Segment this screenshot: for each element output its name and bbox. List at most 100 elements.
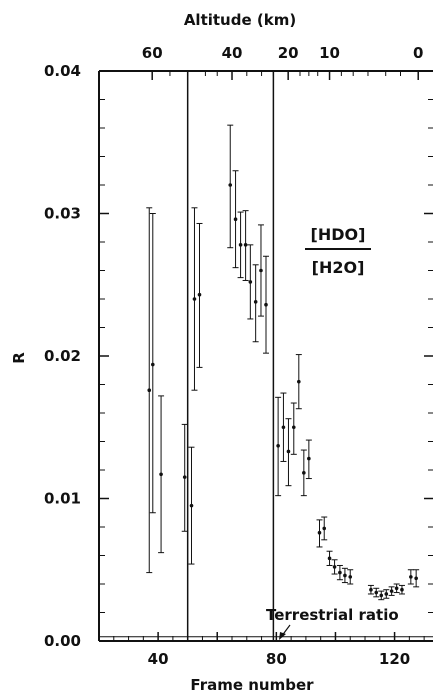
y-tick-label: 0.02 — [44, 347, 81, 365]
data-point — [247, 244, 254, 320]
y-axis-title: R — [10, 352, 28, 364]
data-marker — [348, 575, 353, 579]
data-marker — [414, 576, 418, 581]
top-axis-title: Altitude (km) — [184, 11, 296, 29]
data-marker — [189, 503, 194, 508]
top-tick-label: 10 — [319, 44, 340, 62]
data-point — [316, 519, 323, 548]
axis-ticks — [99, 70, 433, 642]
data-marker — [264, 302, 268, 307]
data-marker — [369, 587, 373, 592]
data-point — [290, 402, 297, 455]
data-point — [393, 583, 400, 594]
top-tick-label: 40 — [222, 44, 243, 62]
data-marker — [400, 587, 404, 592]
data-marker — [147, 388, 152, 393]
data-marker — [182, 475, 187, 479]
data-point — [407, 569, 414, 585]
data-point — [336, 564, 343, 581]
data-point — [331, 559, 338, 575]
data-point — [158, 395, 165, 554]
data-point — [373, 587, 380, 598]
data-marker — [307, 456, 311, 461]
data-point — [280, 392, 287, 462]
data-point — [347, 569, 354, 585]
data-marker — [159, 472, 163, 477]
data-marker — [238, 243, 243, 247]
data-marker — [374, 590, 379, 595]
data-marker — [389, 589, 394, 593]
data-marker — [253, 300, 258, 304]
data-marker — [150, 362, 155, 367]
data-marker — [291, 425, 296, 430]
data-marker — [343, 573, 347, 578]
data-point — [252, 264, 259, 343]
data-point — [285, 418, 292, 487]
data-marker — [394, 586, 399, 591]
terrestrial-ratio-label: Terrestrial ratio — [266, 606, 399, 624]
data-point — [300, 449, 307, 497]
data-point — [398, 584, 405, 595]
data-point — [367, 584, 374, 595]
data-point — [383, 589, 390, 599]
data-marker — [302, 471, 306, 475]
data-marker — [384, 592, 389, 596]
data-point — [388, 586, 395, 596]
data-marker — [276, 443, 280, 448]
axis-labels: 0.00 0.01 0.02 0.03 0.04 40 80 120 60 40 20 10 0 — [44, 44, 423, 668]
data-point — [257, 224, 264, 317]
data-point — [188, 446, 195, 565]
data-marker — [332, 565, 337, 569]
data-marker — [259, 268, 263, 273]
data-point — [232, 170, 239, 269]
x-axis-title: Frame number — [190, 676, 314, 694]
data-point — [227, 124, 234, 249]
x-tick-label: 120 — [379, 650, 410, 668]
data-marker — [248, 280, 253, 284]
data-point — [149, 213, 156, 514]
top-tick-label: 0 — [413, 44, 423, 62]
data-point — [196, 222, 203, 368]
y-tick-label: 0.03 — [44, 205, 81, 223]
data-marker — [327, 556, 332, 561]
data-point — [275, 396, 282, 497]
data-point — [191, 207, 198, 391]
data-marker — [281, 425, 286, 430]
data-marker — [286, 449, 291, 454]
data-point — [413, 569, 420, 588]
data-marker — [317, 530, 322, 535]
y-tick-label: 0.00 — [44, 632, 81, 650]
data-marker — [197, 292, 202, 297]
top-tick-label: 20 — [278, 44, 299, 62]
data-point — [305, 439, 312, 480]
fraction-numerator: [HDO] — [311, 225, 366, 244]
y-tick-label: 0.01 — [44, 490, 81, 508]
data-marker — [338, 570, 342, 575]
terrestrial-ratio-arrowhead — [279, 632, 286, 640]
data-point — [146, 207, 153, 574]
data-point — [237, 211, 244, 279]
data-point — [242, 210, 249, 281]
data-marker — [297, 379, 301, 384]
data-points — [146, 124, 420, 601]
data-marker — [379, 593, 384, 598]
data-point — [295, 354, 302, 410]
x-tick-label: 80 — [266, 650, 287, 668]
y-tick-label: 0.04 — [44, 62, 81, 80]
fraction-denominator: [H2O] — [312, 258, 365, 277]
data-point — [181, 423, 188, 532]
data-marker — [243, 243, 248, 247]
data-marker — [228, 183, 233, 187]
x-tick-label: 40 — [148, 650, 169, 668]
boundary-lines — [186, 71, 275, 641]
data-marker — [192, 297, 197, 301]
data-point — [341, 567, 348, 584]
ratio-fraction: [HDO] [H2O] — [305, 225, 371, 277]
data-marker — [409, 575, 413, 579]
data-point — [378, 590, 385, 601]
data-marker — [233, 217, 238, 221]
data-point — [263, 255, 269, 354]
data-marker — [322, 526, 327, 531]
data-point — [326, 550, 333, 566]
